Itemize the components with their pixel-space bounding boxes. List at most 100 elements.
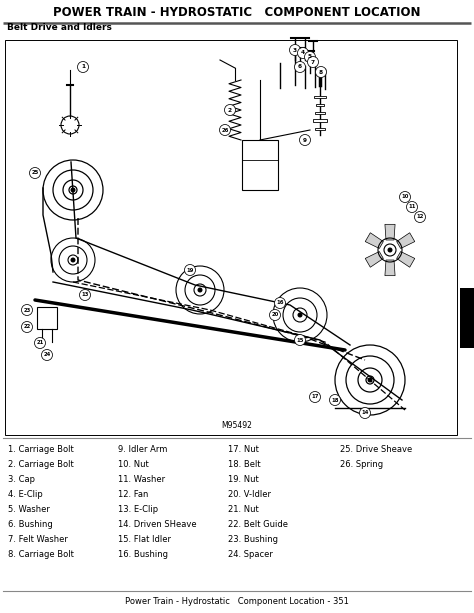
Text: 8: 8 — [319, 69, 323, 75]
Text: 6. Bushing: 6. Bushing — [8, 520, 53, 529]
Polygon shape — [365, 251, 383, 267]
Text: 15. Flat Idler: 15. Flat Idler — [118, 535, 171, 544]
Text: 22. Belt Guide: 22. Belt Guide — [228, 520, 288, 529]
Circle shape — [308, 56, 319, 67]
Circle shape — [310, 392, 320, 403]
Text: M95492: M95492 — [221, 421, 253, 430]
Text: 7. Felt Washer: 7. Felt Washer — [8, 535, 68, 544]
Text: 3: 3 — [293, 47, 297, 53]
Circle shape — [290, 45, 301, 56]
Text: 20: 20 — [272, 313, 279, 318]
Polygon shape — [397, 251, 415, 267]
Text: 19: 19 — [186, 267, 194, 273]
Circle shape — [414, 211, 426, 223]
Text: 8. Carriage Bolt: 8. Carriage Bolt — [8, 550, 74, 559]
Bar — [37, 307, 57, 329]
Circle shape — [294, 61, 306, 72]
Text: 17: 17 — [311, 395, 319, 400]
Circle shape — [71, 188, 75, 192]
Bar — [314, 96, 326, 98]
Circle shape — [42, 349, 53, 360]
Text: 5: 5 — [308, 55, 312, 59]
Text: 4. E-Clip: 4. E-Clip — [8, 490, 43, 499]
Text: 16. Bushing: 16. Bushing — [118, 550, 168, 559]
Polygon shape — [385, 224, 395, 240]
Circle shape — [29, 167, 40, 178]
Circle shape — [298, 47, 309, 58]
Text: 5. Washer: 5. Washer — [8, 505, 50, 514]
Bar — [315, 112, 325, 114]
Text: 18. Belt: 18. Belt — [228, 460, 261, 469]
Text: 10: 10 — [401, 194, 409, 199]
Text: 9. Idler Arm: 9. Idler Arm — [118, 445, 167, 454]
Text: 1. Carriage Bolt: 1. Carriage Bolt — [8, 445, 74, 454]
Circle shape — [198, 288, 202, 292]
Text: 12: 12 — [416, 215, 424, 219]
Bar — [315, 128, 325, 130]
Text: 11: 11 — [408, 205, 416, 210]
Circle shape — [80, 289, 91, 300]
Text: 21. Nut: 21. Nut — [228, 505, 259, 514]
Text: 9: 9 — [303, 137, 307, 142]
Text: 21: 21 — [36, 340, 44, 346]
Text: 4: 4 — [301, 50, 305, 56]
Circle shape — [21, 321, 33, 332]
Circle shape — [359, 408, 371, 419]
Polygon shape — [365, 233, 383, 248]
Text: 14: 14 — [361, 411, 369, 416]
Text: 25. Drive Sheave: 25. Drive Sheave — [340, 445, 412, 454]
Circle shape — [407, 202, 418, 213]
Circle shape — [388, 248, 392, 252]
Text: 22: 22 — [23, 324, 31, 330]
Circle shape — [21, 305, 33, 316]
Circle shape — [35, 338, 46, 349]
Circle shape — [304, 51, 316, 63]
Text: 2: 2 — [228, 107, 232, 113]
Text: 13. E-Clip: 13. E-Clip — [118, 505, 158, 514]
Bar — [460, 288, 474, 348]
Circle shape — [274, 297, 285, 308]
Circle shape — [270, 310, 281, 321]
Text: 20. V-Idler: 20. V-Idler — [228, 490, 271, 499]
Text: 6: 6 — [298, 64, 302, 69]
Text: Power Train - Hydrostatic   Component Location - 351: Power Train - Hydrostatic Component Loca… — [125, 598, 349, 606]
Text: 24. Spacer: 24. Spacer — [228, 550, 273, 559]
Bar — [242, 140, 278, 190]
Bar — [5, 40, 457, 435]
Text: 15: 15 — [296, 338, 304, 343]
Text: 3. Cap: 3. Cap — [8, 475, 35, 484]
Polygon shape — [385, 260, 395, 276]
Text: 18: 18 — [331, 397, 339, 403]
Circle shape — [78, 61, 89, 72]
Text: 17. Nut: 17. Nut — [228, 445, 259, 454]
Text: 23. Bushing: 23. Bushing — [228, 535, 278, 544]
Text: 10. Nut: 10. Nut — [118, 460, 149, 469]
Bar — [313, 119, 327, 122]
Text: 19. Nut: 19. Nut — [228, 475, 259, 484]
Circle shape — [300, 134, 310, 145]
Circle shape — [71, 258, 75, 262]
Text: 14. Driven SHeave: 14. Driven SHeave — [118, 520, 197, 529]
Text: Belt Drive and Idlers: Belt Drive and Idlers — [7, 23, 112, 32]
Text: 11. Washer: 11. Washer — [118, 475, 165, 484]
Text: 1: 1 — [81, 64, 85, 69]
Circle shape — [329, 395, 340, 406]
Circle shape — [219, 124, 230, 135]
Bar — [316, 104, 324, 106]
Text: 26. Spring: 26. Spring — [340, 460, 383, 469]
Circle shape — [225, 104, 236, 115]
Circle shape — [400, 191, 410, 202]
Text: 7: 7 — [311, 59, 315, 64]
Circle shape — [184, 264, 195, 275]
Text: 16: 16 — [276, 300, 284, 305]
Text: POWER TRAIN - HYDROSTATIC   COMPONENT LOCATION: POWER TRAIN - HYDROSTATIC COMPONENT LOCA… — [53, 7, 421, 20]
Text: 13: 13 — [82, 292, 89, 297]
Text: 23: 23 — [23, 308, 31, 313]
Text: 25: 25 — [31, 170, 38, 175]
Polygon shape — [397, 233, 415, 248]
Text: 26: 26 — [221, 128, 228, 132]
Text: 2. Carriage Bolt: 2. Carriage Bolt — [8, 460, 74, 469]
Circle shape — [298, 313, 302, 317]
Text: 24: 24 — [44, 352, 51, 357]
Circle shape — [316, 66, 327, 77]
